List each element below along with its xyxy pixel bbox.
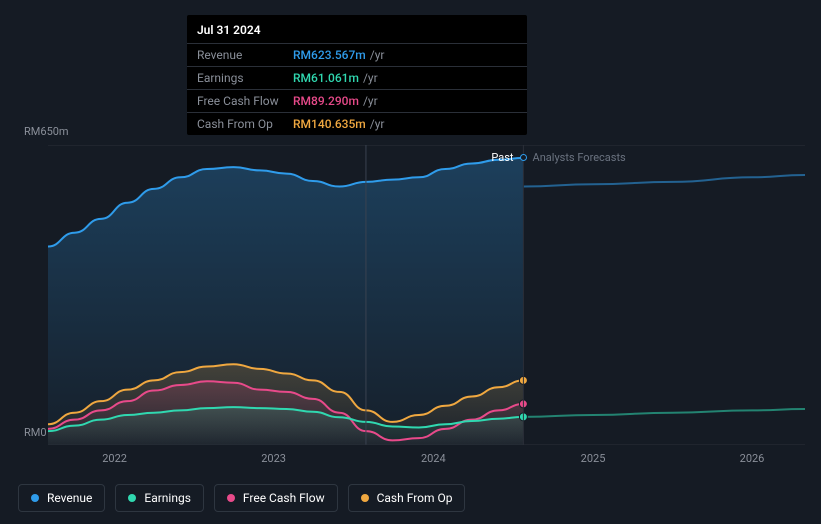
legend-dot-icon [361,494,369,502]
tooltip-row: Free Cash FlowRM89.290m/yr [187,89,527,112]
legend-item-label: Free Cash Flow [243,491,325,505]
legend-item-earnings[interactable]: Earnings [115,484,204,512]
tooltip-row-value: RM61.061m [293,71,359,85]
legend-item-free-cash-flow[interactable]: Free Cash Flow [214,484,338,512]
divider-circle-icon [520,154,527,161]
forecast-label: Analysts Forecasts [533,151,626,164]
tooltip-row-label: Earnings [197,71,293,85]
x-axis-label: 2026 [740,452,765,465]
tooltip-row-suffix: /yr [363,94,378,108]
tooltip-row-label: Revenue [197,48,293,62]
chart-legend: Revenue Earnings Free Cash Flow Cash From O… [18,484,465,512]
x-axis-label: 2022 [102,452,127,465]
x-axis-label: 2025 [581,452,606,465]
tooltip-row-suffix: /yr [370,117,385,131]
legend-item-label: Cash From Op [377,491,453,505]
legend-dot-icon [227,494,235,502]
tooltip-row-value: RM140.635m [293,117,366,131]
tooltip-row-value: RM623.567m [293,48,366,62]
past-forecast-divider: Past Analysts Forecasts [491,151,625,164]
chart-plot-area[interactable]: Past Analysts Forecasts [48,145,805,445]
tooltip-row-suffix: /yr [363,71,378,85]
x-axis-label: 2024 [421,452,446,465]
tooltip-rows: RevenueRM623.567m/yrEarningsRM61.061m/yr… [187,43,527,135]
legend-item-cash-from-op[interactable]: Cash From Op [348,484,466,512]
x-axis-label: 2023 [261,452,286,465]
tooltip-row-suffix: /yr [370,48,385,62]
y-axis-top-label: RM650m [24,125,69,138]
tooltip-row: Cash From OpRM140.635m/yr [187,112,527,135]
tooltip-row-value: RM89.290m [293,94,359,108]
legend-item-revenue[interactable]: Revenue [18,484,105,512]
legend-item-label: Earnings [144,491,191,505]
y-axis-bottom-label: RM0 [24,426,47,439]
forecast-chart: RM650m RM0 Past Analysts Forecasts 2022 2… [0,120,821,470]
past-label: Past [491,151,513,164]
legend-item-label: Revenue [47,491,92,505]
legend-dot-icon [31,494,39,502]
chart-tooltip: Jul 31 2024 RevenueRM623.567m/yrEarnings… [187,15,527,135]
tooltip-date: Jul 31 2024 [187,15,527,43]
tooltip-row-label: Free Cash Flow [197,94,293,108]
tooltip-row-label: Cash From Op [197,117,293,131]
tooltip-row: RevenueRM623.567m/yr [187,43,527,66]
legend-dot-icon [128,494,136,502]
tooltip-row: EarningsRM61.061m/yr [187,66,527,89]
chart-svg [48,145,805,445]
